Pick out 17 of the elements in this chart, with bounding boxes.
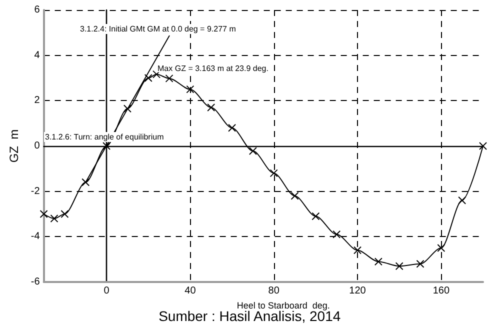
x-tick-label: 80 bbox=[268, 286, 280, 296]
x-tick-label: 40 bbox=[184, 286, 196, 296]
y-tick-label: -4 bbox=[30, 231, 40, 242]
x-tick-label: 120 bbox=[349, 286, 366, 296]
y-tick-label: 2 bbox=[34, 95, 40, 106]
annotation: 3.1.2.4: Initial GMt GM at 0.0 deg = 9.277 m bbox=[80, 24, 236, 34]
y-tick-label: 4 bbox=[34, 50, 40, 61]
x-tick-label: 0 bbox=[104, 286, 110, 296]
y-tick-label: -2 bbox=[30, 186, 40, 197]
annotation: 3.1.2.6: Turn: angle of equilibrium bbox=[45, 132, 164, 142]
y-axis-title: GZ m bbox=[7, 129, 21, 163]
y-tick-label: 0 bbox=[34, 140, 40, 152]
y-tick-label: 6 bbox=[34, 4, 40, 16]
x-tick-label: 160 bbox=[432, 286, 450, 296]
y-tick-label: -6 bbox=[30, 276, 40, 288]
annotation: Max GZ = 3.163 m at 23.9 deg. bbox=[158, 64, 268, 73]
x-axis-title: Heel to Starboard deg. bbox=[236, 300, 330, 310]
